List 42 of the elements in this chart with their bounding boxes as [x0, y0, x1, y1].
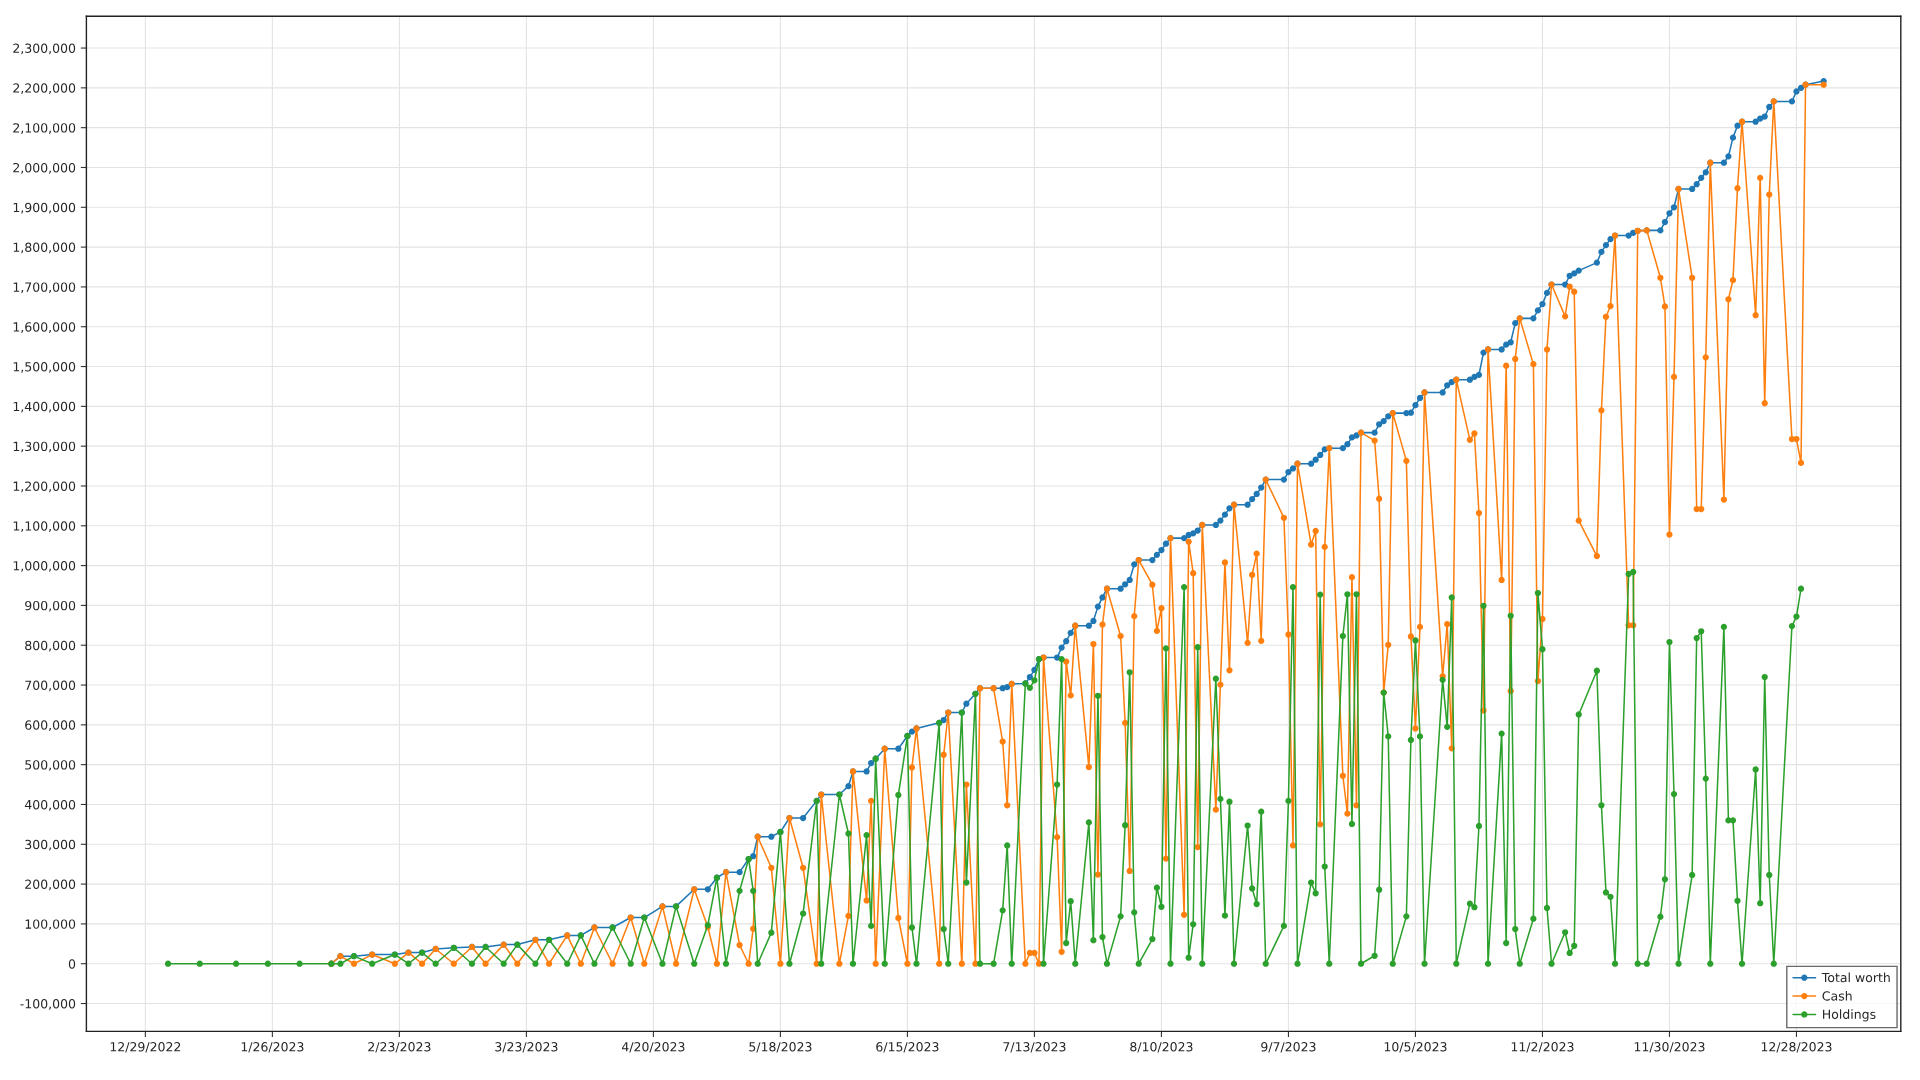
- y-tick-label: 1,700,000: [13, 282, 76, 294]
- y-tick-label: 2,200,000: [13, 83, 76, 95]
- y-tick-label: 1,100,000: [13, 521, 76, 532]
- y-tick-label: 1,200,000: [13, 481, 76, 493]
- y-tick-label: 500,000: [25, 760, 76, 771]
- x-tick-label: 11/2/2023: [1511, 1042, 1574, 1053]
- y-tick-label: 1,500,000: [13, 362, 76, 373]
- x-tick-label: 9/7/2023: [1261, 1042, 1316, 1053]
- y-tick-label: 1,900,000: [13, 202, 76, 214]
- y-tick-label: 1,800,000: [13, 242, 76, 254]
- y-tick-label: 2,100,000: [13, 123, 76, 134]
- y-tick-label: 100,000: [25, 919, 76, 931]
- x-tick-label: 5/18/2023: [749, 1042, 812, 1053]
- x-tick-label: 11/30/2023: [1634, 1042, 1705, 1053]
- y-tick-label: 200,000: [25, 879, 76, 891]
- y-tick-label: 900,000: [25, 600, 76, 612]
- y-tick-label: 1,300,000: [13, 441, 76, 453]
- x-tick-label: 8/10/2023: [1130, 1042, 1193, 1053]
- y-tick-label: 300,000: [25, 839, 76, 851]
- y-tick-label: 0: [68, 959, 76, 969]
- y-tick-label: 800,000: [25, 640, 76, 652]
- x-tick-label: 1/26/2023: [241, 1042, 304, 1053]
- y-tick-label: 1,000,000: [13, 561, 76, 572]
- x-tick-label: 12/29/2022: [110, 1042, 181, 1053]
- legend-label: Holdings: [1823, 1009, 1876, 1022]
- y-tick-label: 600,000: [25, 720, 76, 732]
- y-tick-label: -100,000: [20, 999, 76, 1010]
- y-tick-label: 1,600,000: [13, 322, 76, 333]
- y-tick-label: 2,300,000: [13, 43, 76, 55]
- x-tick-label: 7/13/2023: [1003, 1042, 1066, 1053]
- y-tick-label: 400,000: [24, 799, 76, 811]
- x-tick-label: 2/23/2023: [368, 1042, 431, 1053]
- x-tick-label: 10/5/2023: [1384, 1042, 1447, 1053]
- y-tick-label: 1,400,000: [13, 401, 76, 413]
- x-tick-label: 12/28/2023: [1761, 1042, 1832, 1053]
- legend-label: Cash: [1822, 990, 1852, 1001]
- y-tick-label: 2,000,000: [13, 162, 76, 174]
- legend-label: Total worth: [1821, 972, 1890, 983]
- y-tick-label: 700,000: [25, 680, 76, 692]
- x-tick-label: 6/15/2023: [876, 1042, 939, 1053]
- x-tick-label: 3/23/2023: [495, 1042, 558, 1053]
- x-tick-label: 4/20/2023: [621, 1042, 685, 1053]
